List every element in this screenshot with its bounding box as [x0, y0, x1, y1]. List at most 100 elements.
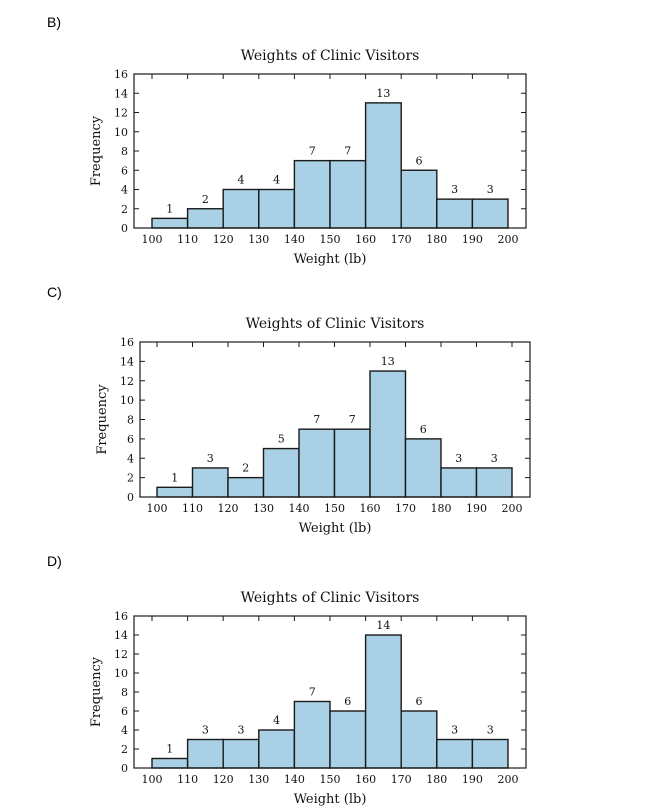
y-tick-label: 2 — [127, 472, 134, 485]
y-tick-label: 14 — [114, 629, 128, 642]
x-tick-label: 110 — [182, 502, 203, 515]
histogram-bar — [364, 634, 402, 769]
x-tick-label: 100 — [147, 502, 168, 515]
histogram-bar — [222, 738, 260, 769]
bar-value-label: 3 — [202, 724, 209, 737]
bar-value-label: 6 — [420, 423, 427, 436]
y-tick-label: 10 — [120, 394, 134, 407]
y-axis-label: Frequency — [95, 384, 110, 455]
option-b-label: B) — [47, 14, 61, 30]
bar-value-label: 3 — [455, 452, 462, 465]
x-tick-label: 200 — [498, 233, 519, 246]
histogram-bar — [262, 447, 300, 498]
x-tick-label: 170 — [391, 233, 412, 246]
x-tick-label: 110 — [177, 233, 198, 246]
bar-value-label: 7 — [309, 686, 316, 699]
histogram-bar — [329, 710, 367, 769]
y-tick-label: 6 — [121, 705, 128, 718]
bar-value-label: 2 — [202, 193, 209, 206]
x-tick-label: 130 — [253, 502, 274, 515]
histogram-bar — [298, 428, 336, 498]
x-tick-label: 160 — [355, 773, 376, 786]
histogram-bar — [186, 208, 224, 229]
bar-value-label: 4 — [273, 174, 280, 187]
x-tick-label: 140 — [284, 233, 305, 246]
y-axis-label: Frequency — [89, 656, 104, 727]
bar-value-label: 14 — [376, 619, 390, 632]
chart-title: Weights of Clinic Visitors — [241, 590, 420, 606]
y-tick-label: 4 — [127, 452, 134, 465]
y-tick-label: 2 — [121, 203, 128, 216]
histogram-bar — [436, 198, 474, 229]
x-tick-label: 170 — [391, 773, 412, 786]
x-axis-label: Weight (lb) — [299, 521, 372, 536]
x-tick-label: 120 — [218, 502, 239, 515]
x-tick-label: 170 — [395, 502, 416, 515]
x-tick-label: 150 — [320, 233, 341, 246]
bar-value-label: 3 — [238, 724, 245, 737]
histogram-bar — [333, 428, 371, 498]
x-tick-label: 140 — [284, 773, 305, 786]
y-tick-label: 12 — [114, 648, 128, 661]
histogram-bar — [471, 738, 509, 769]
x-tick-label: 140 — [289, 502, 310, 515]
y-axis-label: Frequency — [89, 115, 104, 186]
bar-value-label: 7 — [344, 145, 351, 158]
bar-value-label: 4 — [238, 174, 245, 187]
bar-value-label: 3 — [487, 183, 494, 196]
x-tick-label: 110 — [177, 773, 198, 786]
x-axis-label: Weight (lb) — [294, 792, 367, 807]
y-tick-label: 10 — [114, 667, 128, 680]
x-tick-label: 120 — [213, 773, 234, 786]
bar-value-label: 4 — [273, 714, 280, 727]
bar-value-label: 3 — [451, 724, 458, 737]
histogram-bar — [400, 169, 438, 229]
x-tick-label: 120 — [213, 233, 234, 246]
histogram-bar — [186, 738, 224, 769]
histogram-bar — [364, 102, 402, 229]
histogram-bar — [471, 198, 509, 229]
histogram-bar — [436, 738, 474, 769]
y-tick-label: 4 — [121, 724, 128, 737]
bar-value-label: 6 — [416, 695, 423, 708]
bar-value-label: 3 — [491, 452, 498, 465]
bar-value-label: 13 — [376, 87, 390, 100]
bar-value-label: 6 — [416, 154, 423, 167]
histogram-bar — [258, 729, 296, 769]
option-c-label: C) — [47, 284, 62, 300]
y-tick-label: 10 — [114, 126, 128, 139]
histogram-bar — [156, 486, 194, 498]
y-tick-label: 12 — [114, 107, 128, 120]
x-axis-label: Weight (lb) — [294, 252, 367, 267]
bar-value-label: 2 — [242, 462, 249, 475]
x-tick-label: 200 — [498, 773, 519, 786]
y-tick-label: 8 — [127, 414, 134, 427]
chart-title: Weights of Clinic Visitors — [241, 48, 420, 64]
y-tick-label: 12 — [120, 375, 134, 388]
chart-title: Weights of Clinic Visitors — [246, 316, 425, 332]
x-tick-label: 100 — [142, 773, 163, 786]
y-tick-label: 16 — [120, 336, 134, 349]
bar-value-label: 7 — [349, 413, 356, 426]
bar-value-label: 3 — [487, 724, 494, 737]
y-tick-label: 6 — [127, 433, 134, 446]
y-tick-label: 14 — [120, 355, 134, 368]
histogram-bar — [151, 757, 189, 769]
y-tick-label: 14 — [114, 87, 128, 100]
x-tick-label: 200 — [502, 502, 523, 515]
histogram-bar — [475, 467, 513, 498]
option-d-label: D) — [47, 553, 62, 569]
bar-value-label: 3 — [451, 183, 458, 196]
y-tick-label: 16 — [114, 610, 128, 623]
y-tick-label: 0 — [127, 491, 134, 504]
histogram-bar — [369, 370, 407, 498]
bar-value-label: 6 — [344, 695, 351, 708]
histogram-bar — [400, 710, 438, 769]
histogram-bar — [329, 159, 367, 229]
histogram-bar — [404, 438, 442, 498]
x-tick-label: 190 — [462, 773, 483, 786]
x-tick-label: 160 — [360, 502, 381, 515]
y-tick-label: 8 — [121, 145, 128, 158]
x-tick-label: 150 — [320, 773, 341, 786]
